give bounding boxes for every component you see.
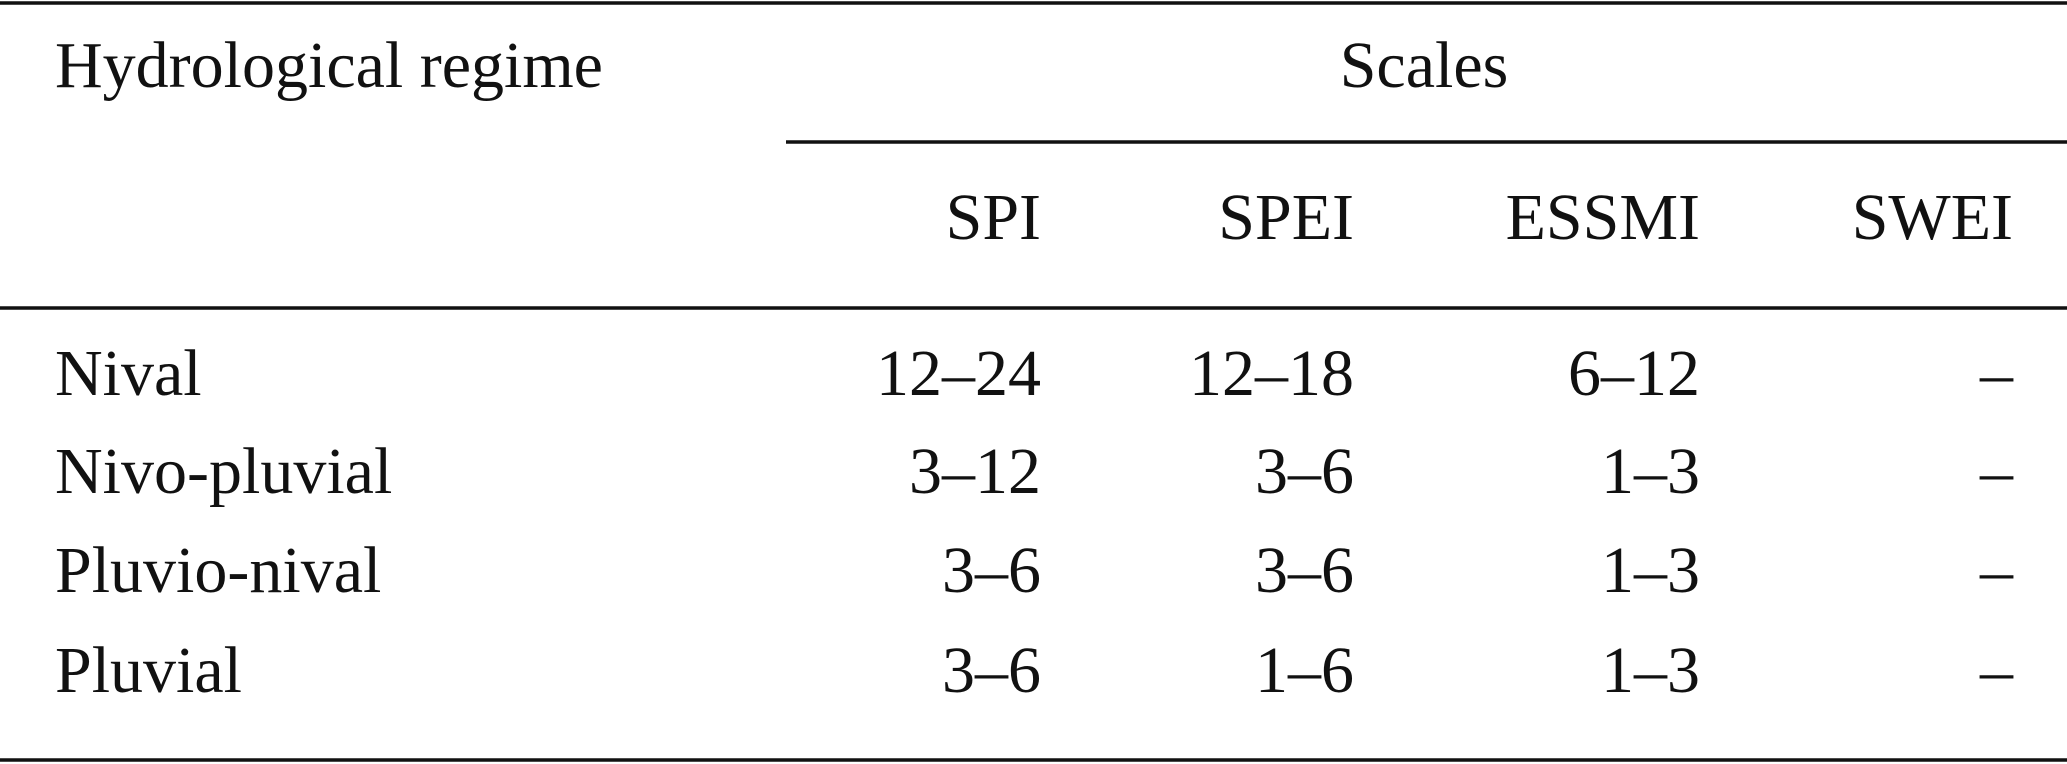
cell: 3–6 <box>942 634 1041 707</box>
cell: 1–6 <box>1255 634 1354 707</box>
cell: 1–3 <box>1601 634 1700 707</box>
cell: – <box>1979 634 2014 707</box>
cell: 3–6 <box>942 534 1041 607</box>
cell: 3–6 <box>1255 435 1354 508</box>
cell: 12–18 <box>1189 337 1354 410</box>
column-header: SWEI <box>1852 181 2013 254</box>
row-label: Nival <box>55 337 202 410</box>
row-label: Nivo-pluvial <box>55 435 392 508</box>
stub-header: Hydrological regime <box>55 29 603 102</box>
cell: 6–12 <box>1568 337 1700 410</box>
cell: 3–6 <box>1255 534 1354 607</box>
cell: 12–24 <box>876 337 1041 410</box>
cell: – <box>1979 534 2014 607</box>
cell: 1–3 <box>1601 435 1700 508</box>
column-header: SPEI <box>1218 181 1354 254</box>
cell: 1–3 <box>1601 534 1700 607</box>
cell: – <box>1979 435 2014 508</box>
column-header: SPI <box>946 181 1041 254</box>
row-label: Pluvial <box>55 634 242 707</box>
cell: – <box>1979 337 2014 410</box>
column-header: ESSMI <box>1506 181 1700 254</box>
cell: 3–12 <box>909 435 1041 508</box>
row-label: Pluvio-nival <box>55 534 381 607</box>
spanner-header: Scales <box>1340 29 1509 102</box>
